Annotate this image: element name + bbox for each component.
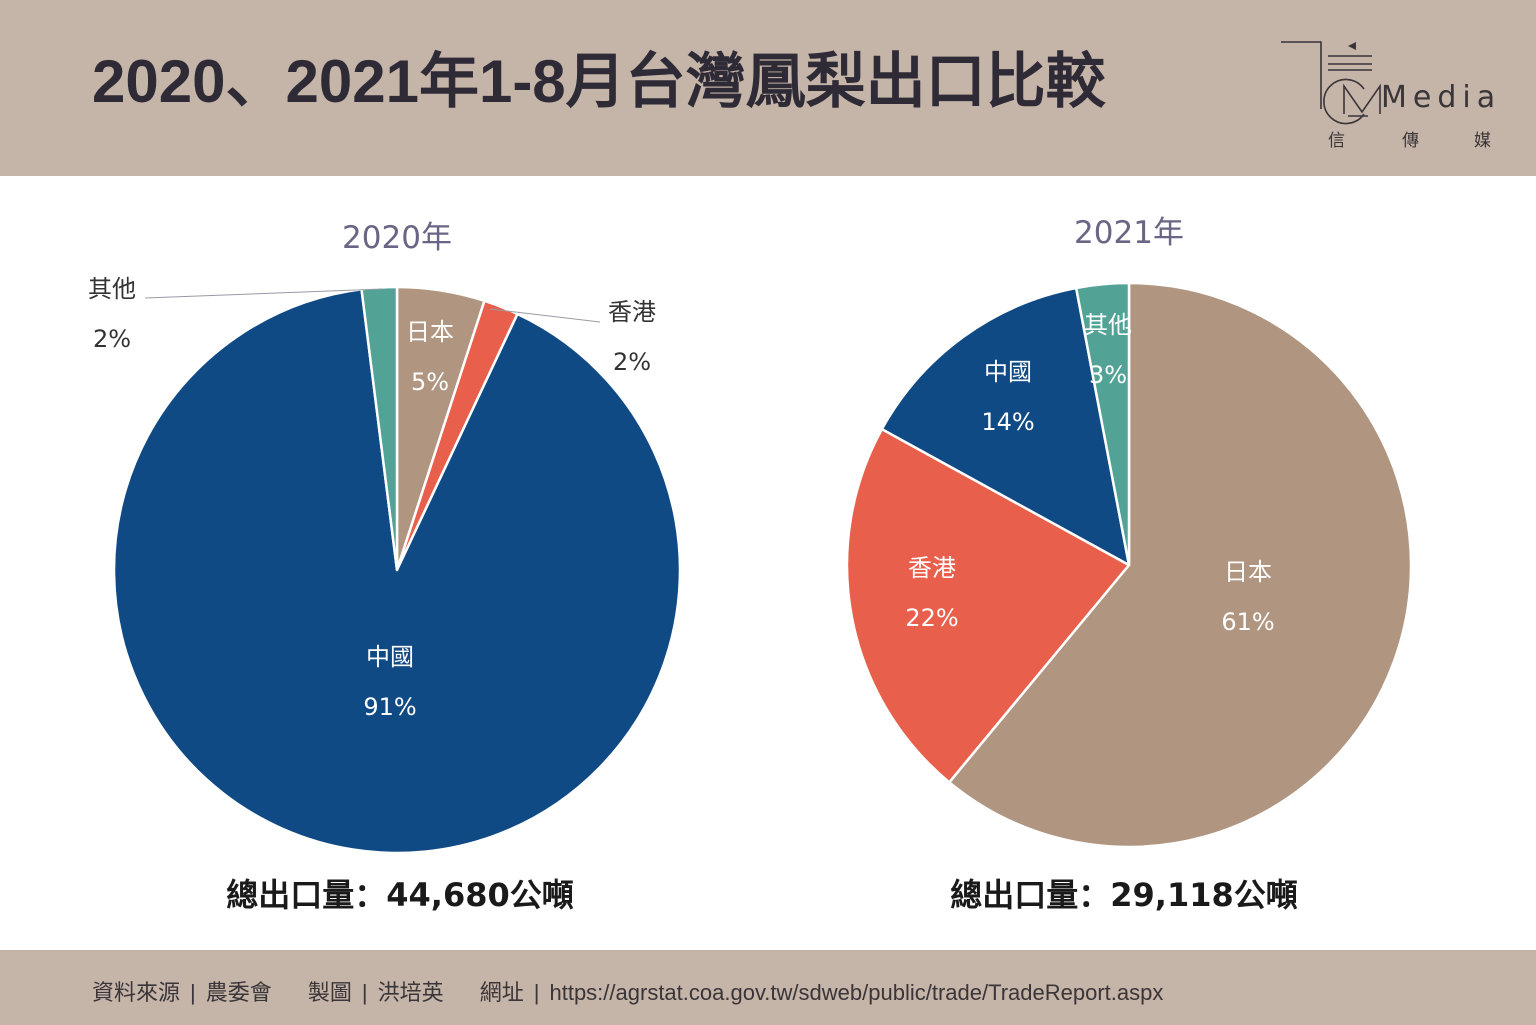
- chart-title-2020: 2020年: [342, 220, 452, 256]
- divider: |: [361, 980, 368, 1005]
- leader-line-hongkong: [489, 308, 601, 323]
- pie-slice-japan: [947, 281, 1413, 849]
- slice-pct-china-2021: 14%: [981, 408, 1034, 436]
- pie0-labels: 日本 5% 中國 91% 香港 2% 其他 2%: [88, 275, 656, 721]
- chart-by-label: 製圖: [307, 980, 352, 1005]
- chart-title-2021: 2021年: [1074, 215, 1184, 251]
- pie-slice-other: [360, 285, 399, 572]
- outer-label-other: 其他: [88, 275, 136, 303]
- pie1-labels: 日本 61% 香港 22% 中國 14% 其他 3%: [905, 311, 1274, 636]
- logo-subtitle-2: 傳: [1402, 131, 1419, 151]
- pie-chart-2021: 2021年 日本 61% 香港 22% 中國 14% 其他 3% 總出口量：29…: [845, 215, 1413, 914]
- divider: |: [190, 980, 196, 1005]
- cm-media-logo: Media 信 傳 媒: [1276, 34, 1506, 154]
- slice-label-japan-2021: 日本: [1224, 558, 1272, 586]
- slice-label-china-2021: 中國: [984, 358, 1032, 386]
- logo-wordmark: Media: [1381, 80, 1502, 115]
- pie-chart-2020: 2020年 日本 5% 中國 91% 香港 2% 其他 2% 總出口量：44,6…: [88, 220, 682, 914]
- slice-pct-china: 91%: [363, 693, 416, 721]
- slice-pct-other-2021: 3%: [1089, 361, 1127, 389]
- charts-area: 2020年 日本 5% 中國 91% 香港 2% 其他 2% 總出口量：44,6…: [88, 215, 1413, 914]
- slice-pct-japan: 5%: [411, 368, 449, 396]
- source-value: 農委會: [205, 980, 272, 1005]
- pie-slice-hongkong: [845, 427, 1131, 784]
- outer-pct-hongkong: 2%: [613, 348, 651, 376]
- footer-banner: [0, 950, 1536, 1025]
- source-label: 資料來源: [92, 980, 181, 1005]
- pie-slice-other: [1074, 281, 1131, 567]
- slice-label-hongkong-2021: 香港: [908, 554, 956, 582]
- total-export-2021: 總出口量：29,118公噸: [950, 876, 1298, 914]
- total-export-2020: 總出口量：44,680公噸: [226, 876, 574, 914]
- outer-pct-other: 2%: [93, 325, 131, 353]
- chart-by-value: 洪培英: [377, 980, 444, 1005]
- footer-credits: 資料來源 | 農委會 製圖 | 洪培英 網址 | https://agrstat.coa.g…: [92, 975, 1163, 1007]
- pie-slice-china: [880, 286, 1131, 567]
- pie0-slices: [112, 285, 682, 855]
- slice-pct-japan-2021: 61%: [1221, 608, 1274, 636]
- page-title: 2020、2021年1-8月台灣鳳梨出口比較: [92, 48, 1106, 115]
- source-url: https://agrstat.coa.gov.tw/sdweb/public/…: [549, 980, 1164, 1005]
- leader-line-other: [144, 288, 383, 299]
- header-banner: 2020、2021年1-8月台灣鳳梨出口比較 Media 信 傳 媒: [0, 0, 1536, 176]
- slice-label-japan: 日本: [406, 318, 454, 346]
- url-label: 網址: [479, 980, 524, 1005]
- slice-pct-hongkong-2021: 22%: [905, 604, 958, 632]
- slice-label-china: 中國: [366, 643, 414, 671]
- divider: |: [533, 980, 540, 1005]
- pie1-slices: [845, 281, 1413, 849]
- logo-subtitle-1: 信: [1328, 131, 1345, 151]
- slice-label-other-2021: 其他: [1084, 311, 1132, 339]
- outer-label-hongkong: 香港: [608, 298, 656, 326]
- logo-mark-icon: [1281, 41, 1381, 125]
- logo-subtitle-3: 媒: [1474, 131, 1491, 151]
